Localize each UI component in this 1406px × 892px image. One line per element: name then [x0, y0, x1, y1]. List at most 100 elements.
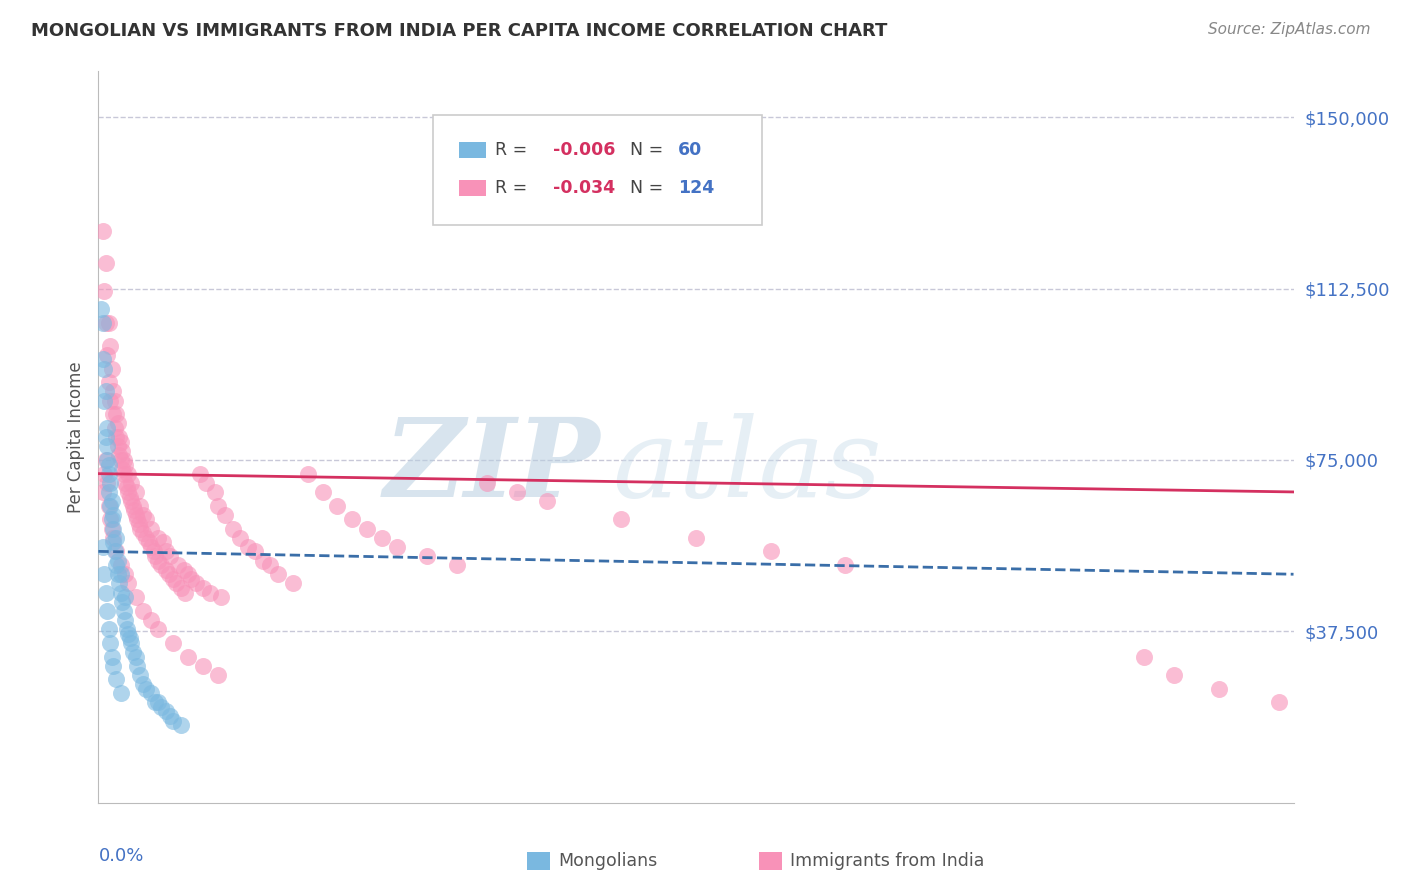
- Point: [159, 549, 181, 563]
- Text: 0.0%: 0.0%: [98, 847, 143, 864]
- Point: [132, 604, 155, 618]
- Point: [97, 375, 120, 389]
- Text: -0.006: -0.006: [553, 141, 614, 160]
- Point: [94, 256, 117, 270]
- Point: [107, 553, 129, 567]
- Point: [195, 475, 218, 490]
- Text: 124: 124: [678, 179, 714, 197]
- Point: [97, 499, 120, 513]
- Point: [112, 467, 135, 481]
- Point: [108, 430, 131, 444]
- Point: [90, 301, 112, 317]
- Point: [129, 667, 152, 681]
- Point: [103, 407, 125, 421]
- Text: ZIP: ZIP: [384, 413, 600, 520]
- Point: [97, 622, 120, 636]
- Point: [125, 590, 148, 604]
- Point: [97, 467, 120, 481]
- Point: [98, 636, 122, 650]
- Point: [135, 681, 157, 696]
- Point: [112, 453, 135, 467]
- Point: [157, 567, 180, 582]
- Point: [115, 622, 138, 636]
- FancyBboxPatch shape: [433, 115, 762, 225]
- Point: [385, 540, 409, 554]
- Text: R =: R =: [495, 179, 533, 197]
- Point: [177, 649, 200, 664]
- Point: [94, 384, 117, 399]
- Point: [120, 475, 142, 490]
- Point: [1267, 695, 1289, 709]
- Point: [446, 558, 468, 573]
- Point: [132, 526, 155, 541]
- Point: [506, 484, 529, 499]
- Point: [475, 475, 498, 490]
- Point: [267, 567, 290, 582]
- Point: [98, 499, 122, 513]
- Point: [125, 649, 148, 664]
- Point: [229, 531, 252, 545]
- Point: [124, 503, 146, 517]
- Point: [101, 361, 124, 376]
- Point: [1163, 667, 1185, 681]
- Point: [125, 484, 148, 499]
- Point: [1208, 681, 1230, 696]
- Point: [91, 540, 114, 554]
- Point: [129, 521, 152, 535]
- Point: [110, 558, 132, 573]
- Point: [169, 718, 191, 732]
- Point: [148, 695, 170, 709]
- Text: 60: 60: [678, 141, 702, 160]
- Point: [103, 521, 125, 535]
- Point: [96, 348, 118, 362]
- Point: [180, 572, 202, 586]
- Point: [115, 480, 138, 494]
- Point: [94, 316, 117, 330]
- Point: [132, 677, 155, 691]
- Point: [103, 384, 125, 399]
- Point: [107, 417, 129, 431]
- Text: R =: R =: [495, 141, 533, 160]
- Point: [118, 632, 141, 646]
- Point: [93, 284, 115, 298]
- Point: [111, 594, 134, 608]
- Y-axis label: Per Capita Income: Per Capita Income: [66, 361, 84, 513]
- Point: [610, 512, 633, 526]
- Point: [110, 585, 132, 599]
- Point: [103, 531, 125, 545]
- Text: Source: ZipAtlas.com: Source: ZipAtlas.com: [1208, 22, 1371, 37]
- Point: [104, 421, 127, 435]
- Point: [685, 531, 707, 545]
- Point: [148, 622, 170, 636]
- Point: [110, 686, 132, 700]
- Point: [326, 499, 349, 513]
- Point: [177, 567, 200, 582]
- Point: [108, 576, 131, 591]
- Point: [97, 458, 120, 472]
- Point: [155, 705, 177, 719]
- Point: [97, 484, 120, 499]
- Bar: [460, 143, 485, 159]
- Point: [125, 508, 148, 522]
- Point: [104, 393, 127, 408]
- Point: [416, 549, 439, 563]
- Point: [159, 709, 181, 723]
- Point: [1133, 649, 1156, 664]
- Point: [96, 439, 118, 453]
- Point: [188, 467, 211, 481]
- Point: [93, 361, 115, 376]
- Point: [98, 393, 122, 408]
- Point: [139, 613, 162, 627]
- Text: -0.034: -0.034: [553, 179, 614, 197]
- Point: [152, 535, 174, 549]
- Point: [148, 553, 170, 567]
- Point: [138, 535, 160, 549]
- Point: [108, 448, 131, 462]
- Text: atlas: atlas: [613, 413, 882, 520]
- Point: [114, 458, 136, 472]
- Point: [110, 453, 132, 467]
- Point: [111, 462, 134, 476]
- Text: Immigrants from India: Immigrants from India: [790, 852, 984, 870]
- Point: [117, 467, 139, 481]
- Text: N =: N =: [630, 179, 669, 197]
